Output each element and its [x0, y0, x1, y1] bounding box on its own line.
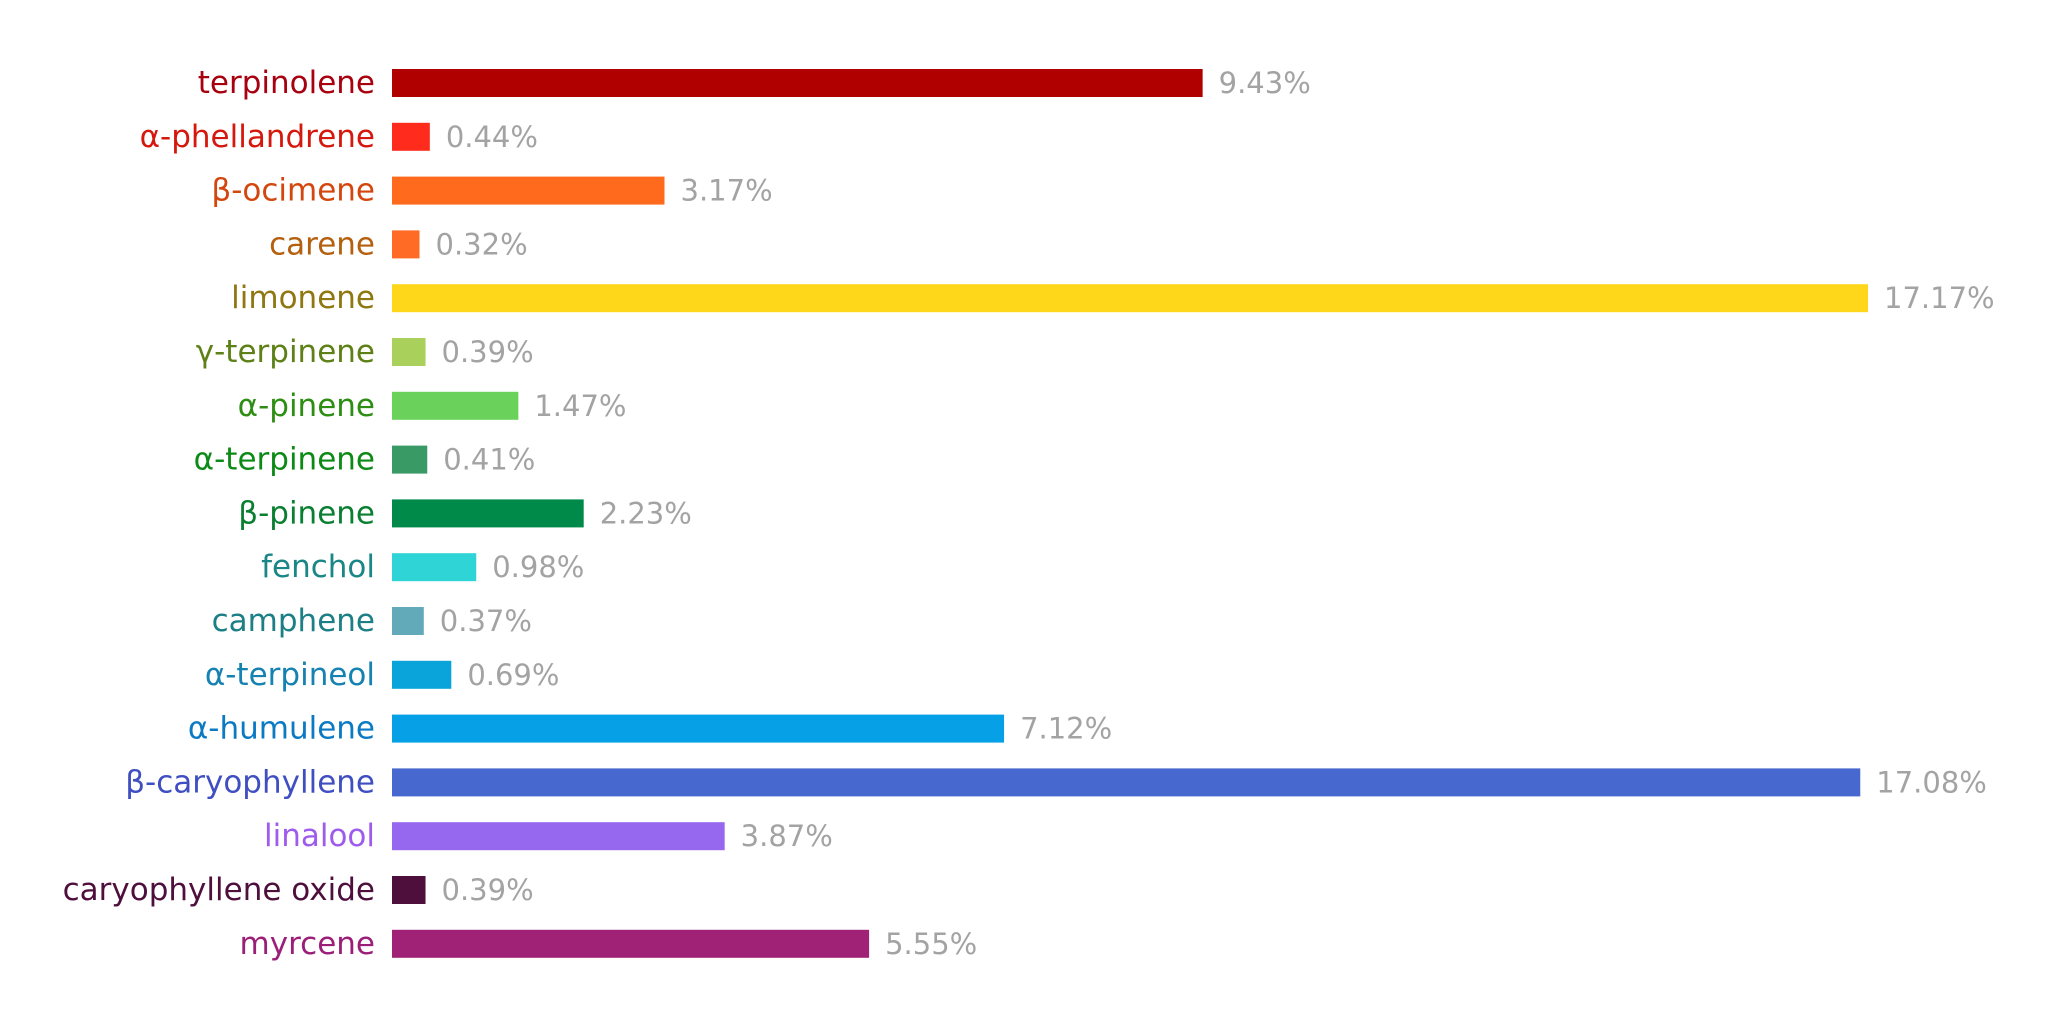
value-label-carene: 0.32%	[436, 227, 528, 261]
category-label-caryophyllene-oxide: caryophyllene oxide	[63, 872, 375, 908]
bar-alpha-pinene	[392, 391, 519, 420]
bar-fenchol	[392, 553, 477, 582]
value-label-linalool: 3.87%	[741, 819, 833, 853]
bar-beta-caryophyllene	[392, 768, 1861, 797]
category-label-myrcene: myrcene	[240, 926, 375, 962]
category-label-carene: carene	[269, 226, 375, 262]
value-label-alpha-humulene: 7.12%	[1020, 712, 1112, 746]
bar-alpha-terpinene	[392, 445, 428, 474]
value-label-myrcene: 5.55%	[885, 927, 977, 961]
value-label-alpha-pinene: 1.47%	[534, 389, 626, 423]
category-label-alpha-terpineol: α-terpineol	[205, 657, 375, 693]
category-label-beta-pinene: β-pinene	[238, 495, 375, 531]
bar-linalool	[392, 822, 725, 851]
category-label-terpinolene: terpinolene	[198, 65, 375, 101]
value-label-camphene: 0.37%	[440, 604, 532, 638]
bar-alpha-phellandrene	[392, 122, 430, 151]
value-label-caryophyllene-oxide: 0.39%	[442, 873, 534, 907]
bar-alpha-humulene	[392, 714, 1005, 743]
bar-terpinolene	[392, 69, 1203, 97]
category-label-alpha-humulene: α-humulene	[188, 711, 375, 747]
value-labels: 9.43%0.44%3.17%0.32%17.17%0.39%1.47%0.41…	[436, 66, 1995, 961]
value-label-alpha-phellandrene: 0.44%	[446, 120, 538, 154]
value-label-gamma-terpinene: 0.39%	[442, 335, 534, 369]
bar-carene	[392, 230, 420, 259]
bar-limonene	[392, 284, 1868, 313]
value-label-terpinolene: 9.43%	[1219, 66, 1311, 100]
category-labels: terpinolene α-phellandrene β-ocimene carene…	[63, 65, 375, 962]
bar-beta-pinene	[392, 499, 584, 528]
value-label-beta-pinene: 2.23%	[600, 496, 692, 530]
value-label-beta-ocimene: 3.17%	[681, 174, 773, 208]
bar-alpha-terpineol	[392, 660, 452, 689]
bars	[392, 69, 1868, 958]
category-label-fenchol: fenchol	[261, 549, 375, 585]
category-label-alpha-pinene: α-pinene	[238, 388, 375, 424]
category-label-beta-ocimene: β-ocimene	[211, 173, 375, 209]
value-label-alpha-terpinene: 0.41%	[443, 443, 535, 477]
category-label-alpha-phellandrene: α-phellandrene	[140, 119, 375, 155]
bar-camphene	[392, 607, 424, 635]
bar-myrcene	[392, 929, 870, 958]
category-label-alpha-terpinene: α-terpinene	[194, 442, 375, 478]
bar-gamma-terpinene	[392, 338, 426, 366]
category-label-camphene: camphene	[212, 603, 375, 639]
category-label-gamma-terpinene: γ-terpinene	[196, 334, 375, 370]
category-label-beta-caryophyllene: β-caryophyllene	[125, 764, 375, 800]
value-label-beta-caryophyllene: 17.08%	[1876, 765, 1987, 799]
value-label-alpha-terpineol: 0.69%	[467, 658, 559, 692]
value-label-limonene: 17.17%	[1884, 281, 1995, 315]
category-label-limonene: limonene	[231, 280, 375, 316]
bar-caryophyllene-oxide	[392, 876, 426, 904]
category-label-linalool: linalool	[264, 818, 375, 854]
value-label-fenchol: 0.98%	[492, 550, 584, 584]
bar-beta-ocimene	[392, 176, 665, 205]
